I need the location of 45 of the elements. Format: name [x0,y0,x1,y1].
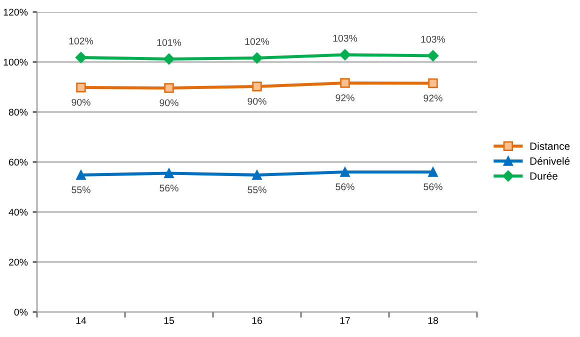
y-tick-label: 120% [4,8,28,16]
x-tick-label: 16 [252,317,262,324]
y-tick-label: 100% [4,58,28,66]
data-label: 102% [69,38,94,44]
legend-label: Durée [530,172,558,180]
point [251,52,263,64]
y-tick-label: 0% [14,308,28,316]
x-tick-label: 18 [428,317,438,324]
data-label: 103% [421,36,446,43]
point [76,82,86,92]
data-label: 103% [333,34,358,42]
y-tick-label: 20% [9,258,28,266]
data-label: 55% [72,186,90,194]
data-label: 56% [424,183,442,190]
point [427,50,439,62]
point [340,167,350,177]
point [76,170,86,180]
point [339,49,351,60]
y-tick-label: 40% [8,208,28,216]
point [428,78,438,88]
point [252,82,262,92]
point [163,53,175,65]
y-tick-label: 60% [9,158,28,166]
data-label: 56% [160,184,178,192]
point [75,52,87,64]
point [164,168,174,178]
data-label: 90% [72,98,90,106]
x-tick-label: 17 [340,317,350,324]
data-label: 56% [336,183,354,190]
point [164,83,174,93]
legend-label: Dénivelé [530,157,570,165]
legend-label: Distance [530,142,570,150]
data-label: 101% [157,39,182,46]
x-tick-label: 14 [76,317,86,324]
point [340,78,350,88]
x-tick-label: 15 [164,317,174,324]
y-tick-label: 80% [8,108,28,116]
data-label: 55% [248,186,266,194]
data-label: 92% [424,94,442,102]
point [252,170,262,180]
point [428,167,438,177]
data-label: 90% [248,98,266,105]
data-label: 90% [160,99,178,106]
data-label: 92% [336,94,354,102]
data-label: 102% [245,38,270,45]
